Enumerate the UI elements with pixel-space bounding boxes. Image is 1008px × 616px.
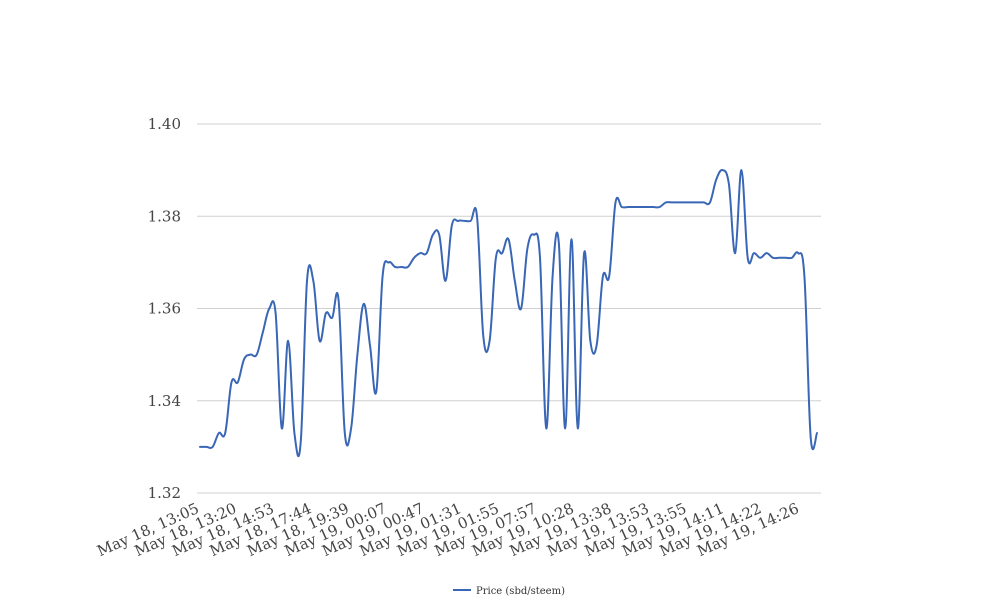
y-tick-label: 1.38 (148, 207, 181, 225)
y-tick-label: 1.32 (148, 484, 181, 502)
legend: Price (sbd/steem) (453, 586, 565, 597)
gridlines (197, 123, 821, 494)
y-axis-tick-labels: 1.32 1.34 1.36 1.38 1.40 (148, 115, 181, 502)
legend-label-price: Price (sbd/steem) (476, 586, 565, 597)
y-tick-label: 1.40 (148, 115, 181, 133)
y-tick-label: 1.36 (148, 300, 181, 318)
price-series-line (199, 169, 818, 458)
y-tick-label: 1.34 (148, 392, 181, 410)
